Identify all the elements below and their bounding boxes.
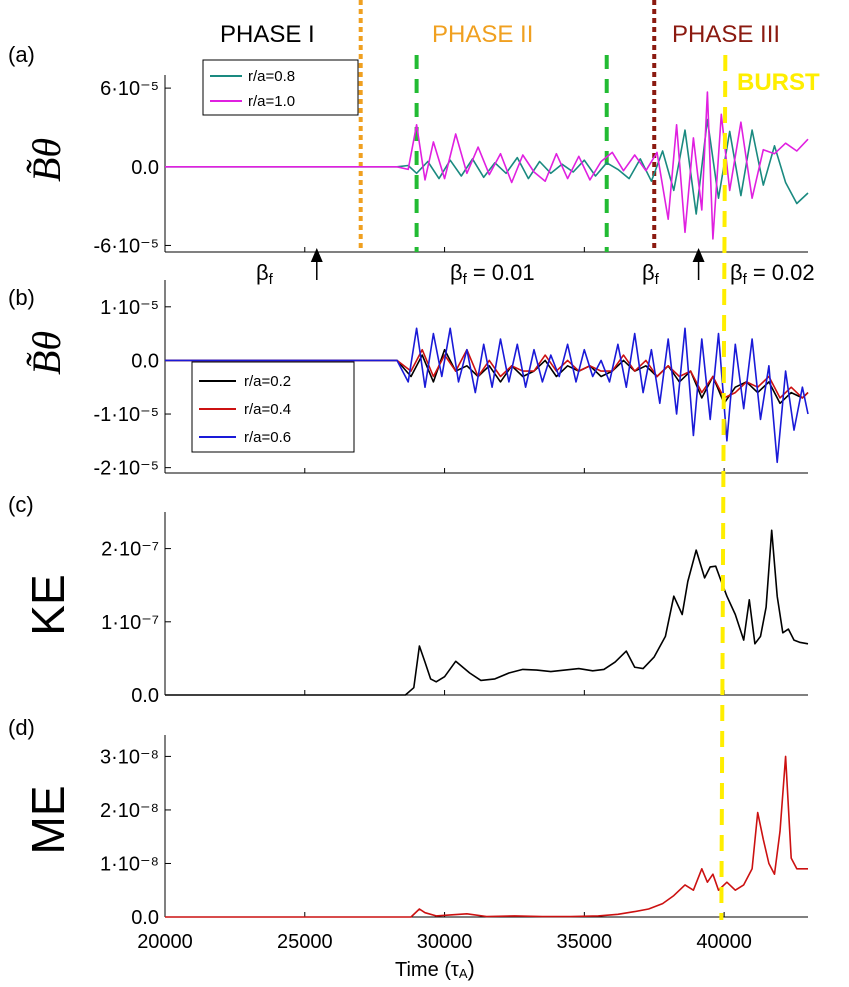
beta-f-subscript-4: f xyxy=(743,271,748,288)
ytick-label-d-0: 3·10⁻⁸ xyxy=(100,746,159,768)
legend-b-entry-3: r/a=0.6 xyxy=(244,429,291,446)
series-a-1 xyxy=(165,91,809,240)
xtick-label-1: 25000 xyxy=(277,931,333,953)
burst-line xyxy=(719,54,728,921)
beta-f-symbol-2: β xyxy=(450,260,463,285)
xlabel: Time (τA) xyxy=(395,956,475,981)
beta-f-subscript-1: f xyxy=(269,271,274,288)
phase-2-label: PHASE II xyxy=(432,21,533,48)
series-a-0 xyxy=(165,118,809,215)
ytick-label-c-0: 2·10⁻⁷ xyxy=(101,539,159,561)
ylabel-d: ME xyxy=(22,786,74,855)
beta-f-value-low: = 0.01 xyxy=(473,260,535,285)
xlabel-end: ) xyxy=(468,956,475,981)
panel-label-c: (c) xyxy=(8,492,34,517)
arrows-layer xyxy=(310,248,705,280)
panel-label-b: (b) xyxy=(8,285,35,310)
beta-f-symbol-3: β xyxy=(642,260,655,285)
xtick-label-3: 35000 xyxy=(557,931,613,953)
legend-b-entry-1: r/a=0.2 xyxy=(244,373,291,390)
ylabel-c: KE xyxy=(22,574,74,635)
xtick-label-2: 30000 xyxy=(417,931,473,953)
beta-f-label-3: βf xyxy=(642,260,660,288)
beta-f-symbol-4: β xyxy=(730,260,743,285)
xlabel-main: Time (τ xyxy=(395,959,459,981)
ylabel-d-text: ME xyxy=(22,786,74,855)
burst-label: BURST xyxy=(737,69,820,96)
ytick-label-d-1: 2·10⁻⁸ xyxy=(100,800,159,822)
beta-f-value-high: = 0.02 xyxy=(753,260,815,285)
ytick-label-a-2: -6·10⁻⁵ xyxy=(93,235,159,257)
ytick-label-c-1: 1·10⁻⁷ xyxy=(101,612,159,634)
beta-f-label-1: βf xyxy=(256,260,274,288)
beta-f-symbol-1: β xyxy=(256,260,269,285)
beta-f-subscript-3: f xyxy=(655,271,660,288)
ytick-label-b-0: 1·10⁻⁵ xyxy=(100,297,159,319)
xlabel-subscript: A xyxy=(459,966,468,981)
ytick-label-b-1: 0.0 xyxy=(131,350,159,372)
panel-label-a: (a) xyxy=(8,42,35,67)
phase-lines-layer xyxy=(358,0,657,252)
series-layer xyxy=(165,91,809,918)
arrow-head-0 xyxy=(310,248,323,262)
ylabel-b-text: B̃θ xyxy=(24,331,69,375)
ylabel-c-text: KE xyxy=(22,574,74,635)
arrow-head-1 xyxy=(692,248,705,262)
axes-layer: 6·10⁻⁵ 0.0 -6·10⁻⁵ 1·10⁻⁵ 0.0 -1·10⁻⁵ -2·10⁻⁵ 2… xyxy=(93,75,808,953)
xtick-label-0: 20000 xyxy=(137,931,193,953)
series-b-2 xyxy=(165,327,809,464)
xtick-label-4: 40000 xyxy=(696,931,752,953)
phase-3-label: PHASE III xyxy=(672,21,780,48)
beta-f-label-2: βf = 0.01 xyxy=(450,260,535,288)
ylabel-a-text: B̃θ xyxy=(24,138,69,182)
ytick-label-a-0: 6·10⁻⁵ xyxy=(100,78,159,100)
legend-b-entry-2: r/a=0.4 xyxy=(244,401,291,418)
ytick-label-c-2: 0.0 xyxy=(131,685,159,707)
legend-a-entry-1: r/a=0.8 xyxy=(248,68,295,85)
burst-line-layer xyxy=(719,54,728,921)
beta-f-subscript-2: f xyxy=(463,271,468,288)
beta-f-label-4: βf = 0.02 xyxy=(730,260,815,288)
ytick-label-d-3: 0.0 xyxy=(131,907,159,929)
ytick-label-b-2: -1·10⁻⁵ xyxy=(93,404,159,426)
legend-a: r/a=0.8 r/a=1.0 xyxy=(202,59,359,116)
phase-1-label: PHASE I xyxy=(220,21,315,48)
ytick-label-a-1: 0.0 xyxy=(131,157,159,179)
ytick-label-b-3: -2·10⁻⁵ xyxy=(93,458,159,480)
series-c-0 xyxy=(165,529,809,696)
panel-label-d: (d) xyxy=(8,715,35,740)
ylabel-b: B̃θ xyxy=(24,331,69,375)
legend-b-box xyxy=(191,361,355,453)
legend-a-box xyxy=(202,59,359,116)
series-d-0 xyxy=(165,755,808,918)
ytick-label-d-2: 1·10⁻⁸ xyxy=(100,853,159,875)
legend-a-entry-2: r/a=1.0 xyxy=(248,93,295,110)
ylabel-a: B̃θ xyxy=(24,138,69,182)
legend-b: r/a=0.2 r/a=0.4 r/a=0.6 xyxy=(191,361,355,453)
